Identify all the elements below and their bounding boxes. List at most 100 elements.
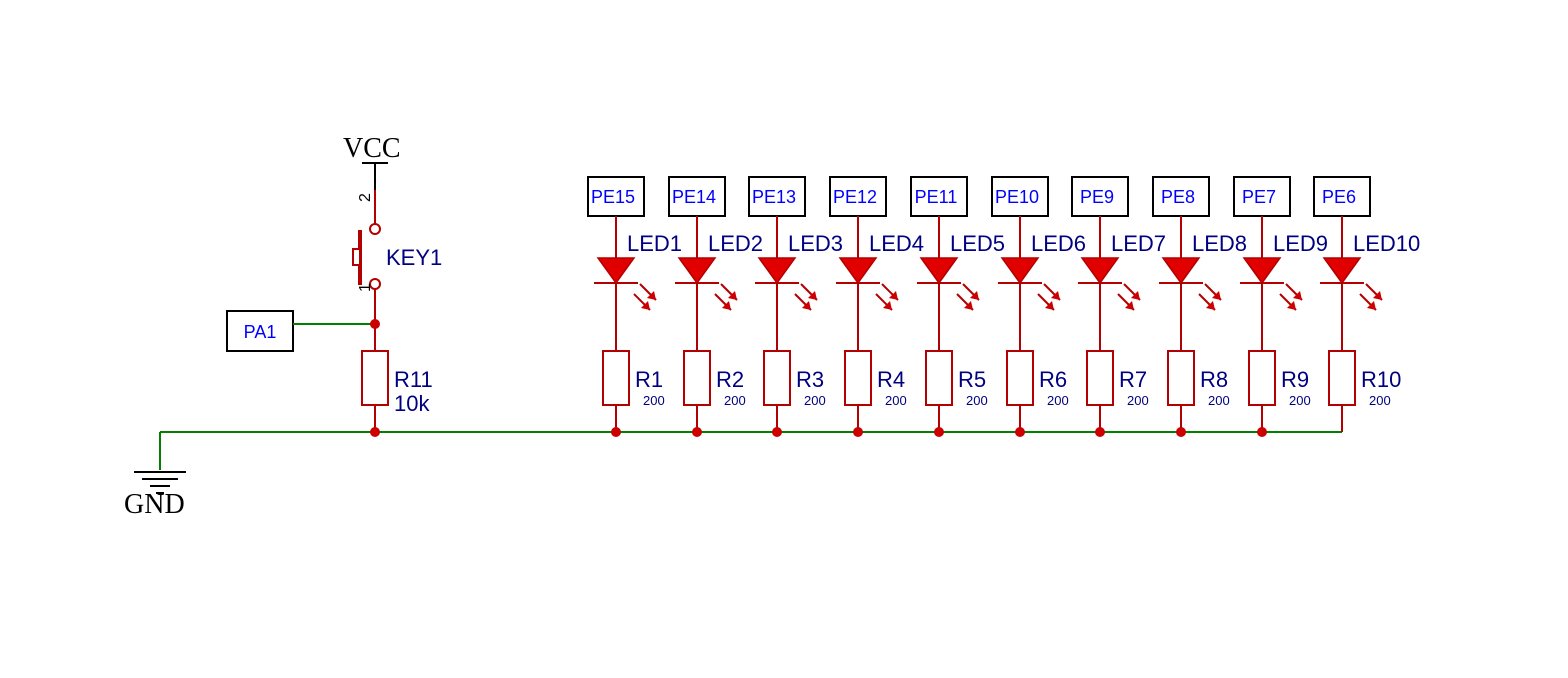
resistor-value: 200	[1047, 393, 1069, 408]
resistor-value: 200	[643, 393, 665, 408]
led-designator: LED7	[1111, 231, 1166, 256]
gnd-label: GND	[124, 489, 185, 520]
resistor-designator: R2	[716, 367, 744, 392]
key1-pin1: 1	[357, 283, 374, 292]
led-symbol	[1000, 257, 1040, 285]
port-label: PE8	[1161, 187, 1195, 207]
led-designator: LED3	[788, 231, 843, 256]
resistor-designator: R6	[1039, 367, 1067, 392]
junction-dot	[772, 427, 782, 437]
resistor-designator: R10	[1361, 367, 1401, 392]
led-channels: PE15LED1R1200PE14LED2R2200PE13LED3R3200P…	[587, 176, 1420, 432]
resistor-body	[1328, 350, 1356, 406]
resistor-value: 200	[804, 393, 826, 408]
resistor-designator: R7	[1119, 367, 1147, 392]
led-symbol	[757, 257, 797, 285]
junctions	[370, 319, 1267, 437]
led-symbol	[838, 257, 878, 285]
port-box	[748, 176, 806, 217]
r11-designator: R11	[394, 367, 433, 392]
junction-dot	[692, 427, 702, 437]
led-symbol	[1242, 257, 1282, 285]
led-designator: LED4	[869, 231, 924, 256]
resistor-body	[602, 350, 630, 406]
resistor-body	[925, 350, 953, 406]
port-label: PE11	[915, 187, 958, 207]
junction-dot	[370, 427, 380, 437]
junction-dot	[934, 427, 944, 437]
led-designator: LED5	[950, 231, 1005, 256]
port-label: PE10	[995, 187, 1039, 207]
port-label: PE9	[1080, 187, 1114, 207]
resistor-designator: R4	[877, 367, 905, 392]
port-box	[991, 176, 1049, 217]
resistor-value: 200	[966, 393, 988, 408]
port-box	[668, 176, 726, 217]
led-symbol	[1322, 257, 1362, 285]
led-designator: LED6	[1031, 231, 1086, 256]
r11-value: 10k	[394, 391, 430, 416]
key1-switch: 2 1 KEY1	[352, 190, 442, 324]
resistor-body	[1248, 350, 1276, 406]
resistor-value: 200	[1289, 393, 1311, 408]
resistor-body	[683, 350, 711, 406]
led-symbol	[919, 257, 959, 285]
resistor-designator: R8	[1200, 367, 1228, 392]
resistor-value: 200	[1208, 393, 1230, 408]
junction-dot	[1095, 427, 1105, 437]
port-label: PE15	[591, 187, 635, 207]
key1-pin2: 2	[357, 193, 374, 202]
led-designator: LED10	[1353, 231, 1420, 256]
junction-dot	[1176, 427, 1186, 437]
led-designator: LED2	[708, 231, 763, 256]
r11-resistor: R11 10k	[361, 324, 433, 432]
junction-dot	[611, 427, 621, 437]
port-label: PE14	[672, 187, 716, 207]
port-label: PE12	[833, 187, 877, 207]
port-label: PE13	[752, 187, 796, 207]
pa1-label: PA1	[244, 322, 277, 342]
resistor-designator: R3	[796, 367, 824, 392]
port-label: PE7	[1242, 187, 1276, 207]
led-symbol	[1080, 257, 1120, 285]
resistor-body	[1086, 350, 1114, 406]
resistor-body	[844, 350, 872, 406]
port-label: PE6	[1322, 187, 1356, 207]
pa1-port: PA1	[226, 310, 375, 352]
led-designator: LED8	[1192, 231, 1247, 256]
resistor-body	[763, 350, 791, 406]
resistor-value: 200	[724, 393, 746, 408]
resistor-designator: R9	[1281, 367, 1309, 392]
junction-dot	[1257, 427, 1267, 437]
vcc-label: VCC	[343, 133, 401, 164]
port-box	[587, 176, 645, 217]
resistor-designator: R1	[635, 367, 663, 392]
led-symbol	[677, 257, 717, 285]
led-symbol	[1161, 257, 1201, 285]
resistor-value: 200	[1127, 393, 1149, 408]
resistor-body	[1006, 350, 1034, 406]
port-box	[829, 176, 887, 217]
port-box	[1071, 176, 1129, 217]
led-designator: LED9	[1273, 231, 1328, 256]
junction-dot	[370, 319, 380, 329]
vcc-symbol: VCC	[343, 133, 401, 190]
resistor-body	[1167, 350, 1195, 406]
resistor-designator: R5	[958, 367, 986, 392]
gnd-symbol: GND	[124, 471, 186, 520]
led-symbol	[596, 257, 636, 285]
resistor-value: 200	[885, 393, 907, 408]
key1-designator: KEY1	[386, 245, 442, 270]
junction-dot	[1015, 427, 1025, 437]
port-box	[910, 176, 968, 217]
resistor-value: 200	[1369, 393, 1391, 408]
